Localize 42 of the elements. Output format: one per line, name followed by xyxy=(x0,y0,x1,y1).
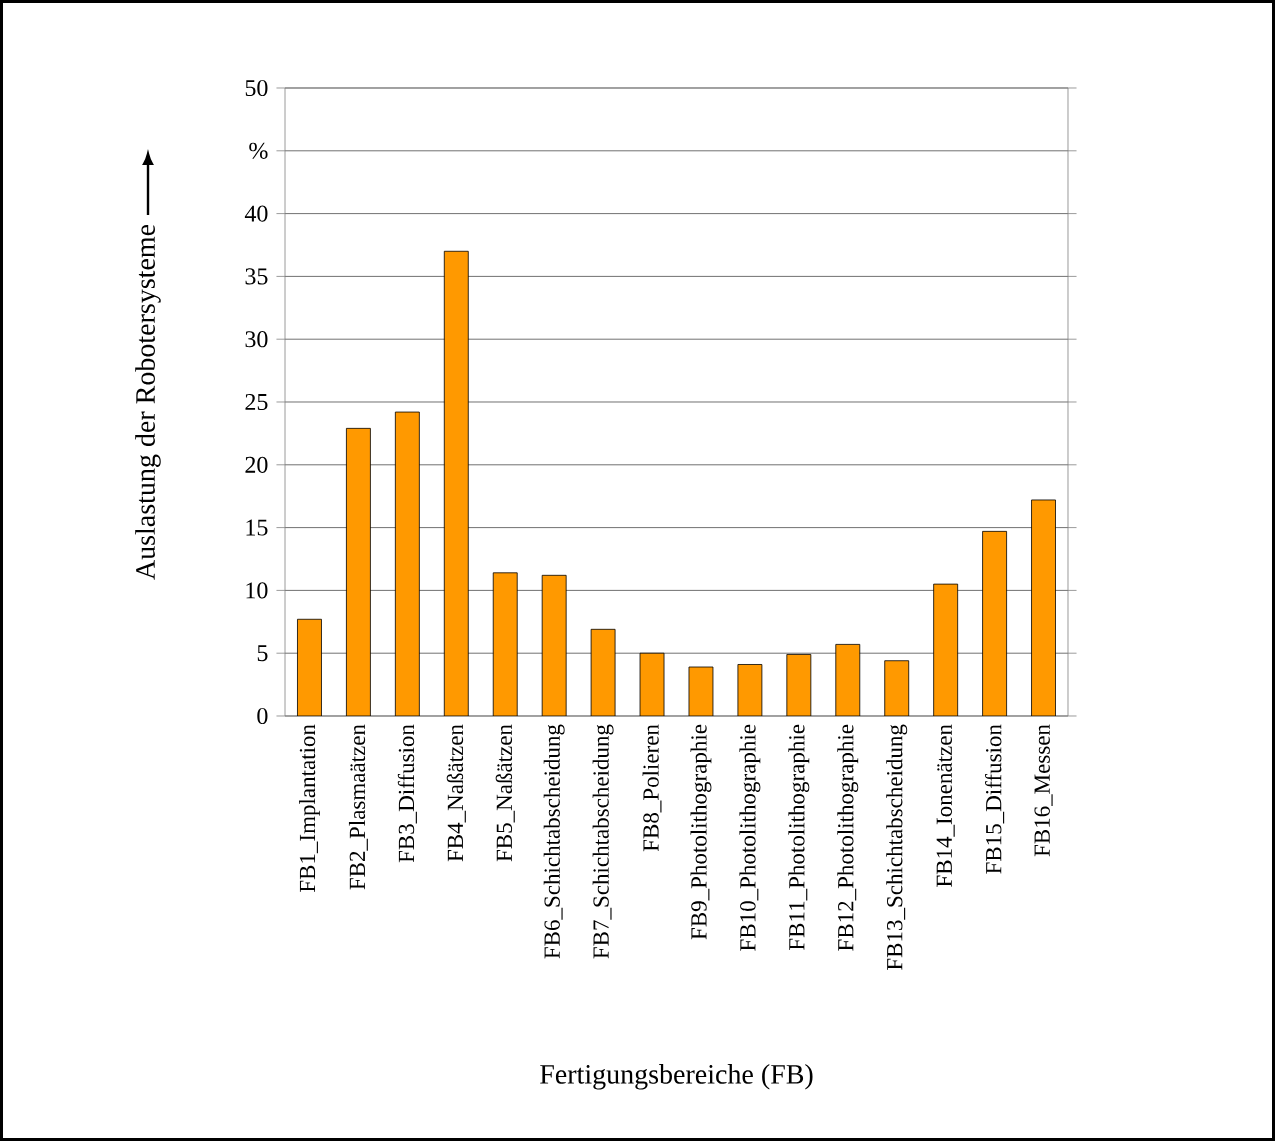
bar xyxy=(933,583,959,716)
x-tick-label: FB14_Ionenätzen xyxy=(936,724,955,887)
x-tick-label: FB6_Schichtabscheidung xyxy=(543,724,565,959)
x-axis-title: Fertigungsbereiche (FB) xyxy=(540,1064,813,1090)
y-tick-label: 25 xyxy=(245,393,268,411)
x-tick-label: FB2_Plasmaätzen xyxy=(348,724,368,890)
y-tick-label: 40 xyxy=(244,205,268,222)
bar xyxy=(884,660,910,716)
bar xyxy=(394,411,420,716)
y-tick-label: 5 xyxy=(257,645,268,662)
y-tick-label: 10 xyxy=(246,582,268,599)
y-tick-label: 30 xyxy=(245,331,268,348)
x-tick-label: FB4_Naßätzen xyxy=(446,724,466,862)
bar xyxy=(346,427,371,716)
x-tick-label: FB16_Messen xyxy=(1034,724,1053,857)
x-tick-label: FB10_Photolithographie xyxy=(739,724,761,951)
bar xyxy=(297,618,322,716)
y-tick-label: 35 xyxy=(245,268,268,285)
x-tick-label: FB3_Diffusion xyxy=(397,724,417,863)
bar xyxy=(492,572,518,716)
bar xyxy=(1031,499,1056,716)
x-tick-label: FB1_Implantation xyxy=(299,724,320,893)
x-tick-label: FB11_Photolithographie xyxy=(788,724,810,950)
x-tick-label: FB13_Schichtabscheidung xyxy=(886,724,908,970)
x-tick-label: FB5_Naßätzen xyxy=(495,724,515,862)
y-tick-label: 20 xyxy=(245,456,268,473)
bar xyxy=(982,530,1007,716)
y-tick-label: 15 xyxy=(246,519,268,536)
bar xyxy=(443,250,469,716)
bar xyxy=(590,628,616,716)
x-tick-label: FB8_Polieren xyxy=(642,724,662,852)
x-tick-label: FB7_Schichtabscheidung xyxy=(592,724,614,959)
bar xyxy=(786,654,812,716)
x-tick-label: FB15_Diffusion xyxy=(985,724,1005,874)
y-axis-title: Auslastung der Robotersysteme xyxy=(135,224,161,580)
bar xyxy=(541,574,567,716)
y-tick-label: 50 xyxy=(245,79,268,97)
y-tick-label: % xyxy=(249,142,268,159)
x-tick-label: FB12_Photolithographie xyxy=(837,724,859,951)
bar xyxy=(835,644,861,716)
x-tick-label: FB9_Photolithographie xyxy=(690,724,712,940)
y-tick-label: 0 xyxy=(257,707,268,725)
